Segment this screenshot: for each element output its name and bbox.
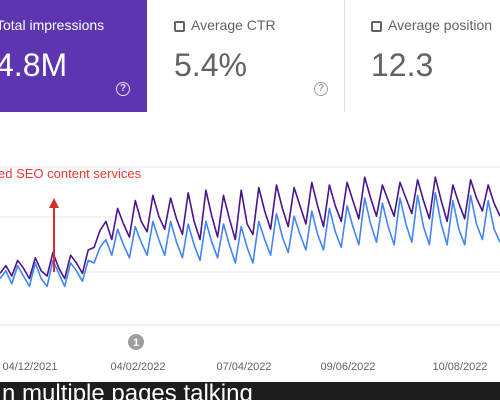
caption-strip: n multiple pages talking [0, 382, 500, 400]
help-icon[interactable]: ? [116, 82, 130, 96]
checkbox-icon[interactable] [371, 21, 382, 32]
series-layer [0, 176, 500, 288]
total-impressions-value: 4.8M [0, 47, 68, 83]
checkbox-icon[interactable] [174, 21, 185, 32]
average-ctr-value: 5.4% [174, 47, 247, 83]
annotation-marker[interactable]: 1 [128, 334, 144, 350]
average-position-header: Average position [371, 17, 492, 33]
x-tick-label: 07/04/2022 [216, 361, 271, 373]
performance-chart[interactable]: 1 04/12/2021 04/02/2022 07/04/2022 09/06/20… [0, 112, 500, 382]
total-impressions-label: Total impressions [0, 17, 105, 33]
average-ctr-card[interactable]: Average CTR 5.4% ? [147, 0, 345, 112]
metric-cards: Total impressions 4.8M ? Average CTR 5.4… [0, 0, 500, 112]
average-ctr-header: Average CTR [174, 17, 276, 33]
average-position-card[interactable]: Average position 12.3 [346, 0, 500, 112]
x-tick-label: 04/02/2022 [110, 361, 165, 373]
annotation-arrow [49, 198, 59, 272]
x-tick-label: 09/06/2022 [320, 361, 375, 373]
clicks-series-line [0, 192, 500, 288]
x-tick-labels: 04/12/2021 04/02/2022 07/04/2022 09/06/2022… [2, 361, 487, 373]
total-impressions-card[interactable]: Total impressions 4.8M ? [0, 0, 147, 112]
average-position-value: 12.3 [371, 47, 434, 83]
marker-label: 1 [133, 337, 139, 349]
average-position-label: Average position [388, 17, 493, 33]
x-tick-label: 10/08/2022 [432, 361, 487, 373]
impressions-series-line [0, 176, 500, 280]
average-ctr-label: Average CTR [191, 17, 276, 33]
annotation-text: ed SEO content services [0, 166, 142, 181]
help-icon[interactable]: ? [314, 82, 328, 96]
x-tick-label: 04/12/2021 [2, 361, 57, 373]
caption-text: n multiple pages talking [2, 382, 253, 400]
